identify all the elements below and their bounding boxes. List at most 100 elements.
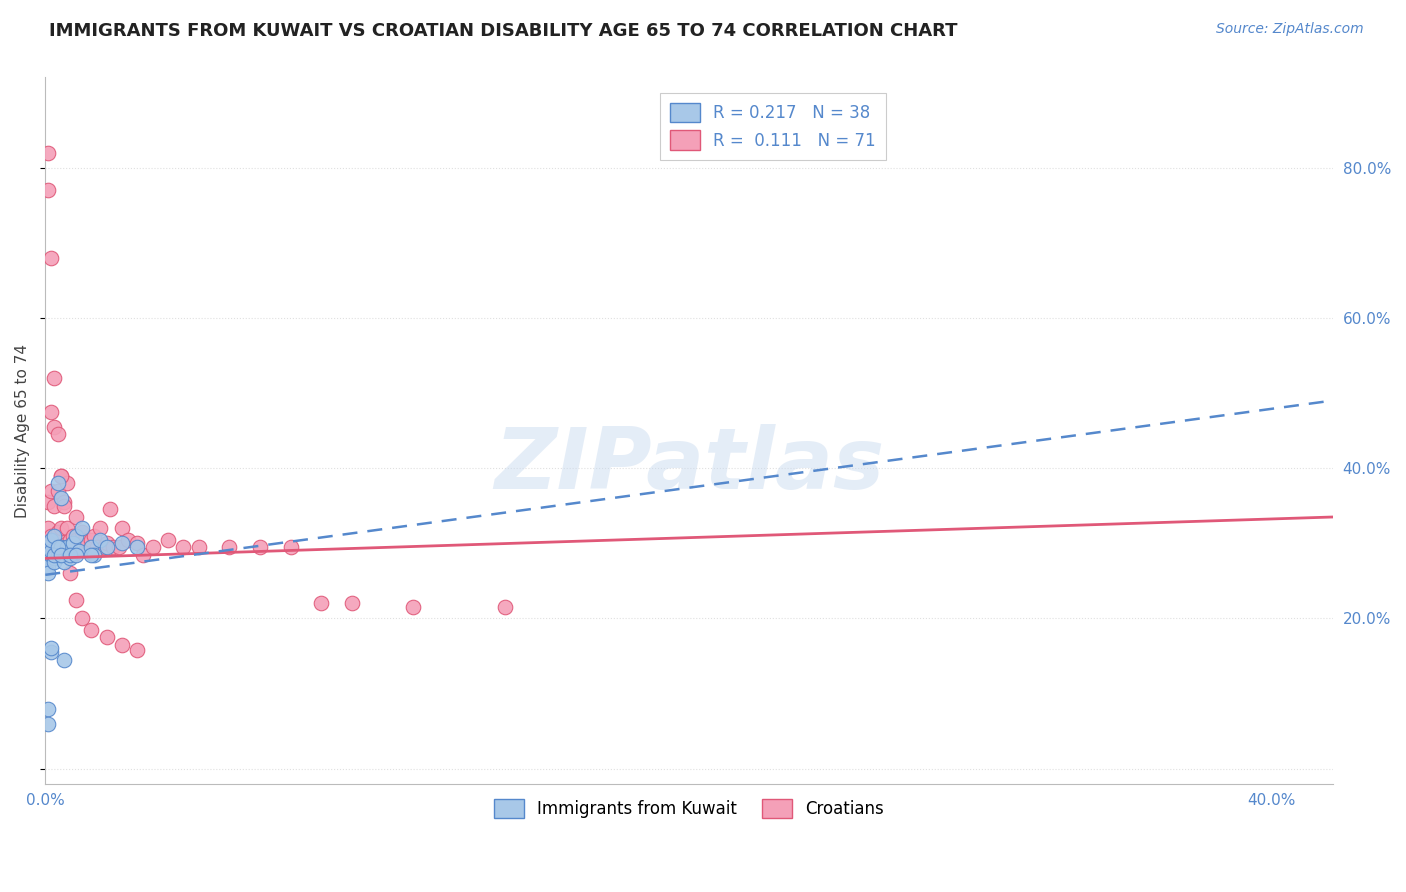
Point [41, 641, 63, 656]
Point [44, 499, 66, 513]
Point [187, 540, 209, 554]
Point [111, 638, 134, 652]
Point [65, 533, 87, 547]
Point [41, 405, 63, 419]
Point [156, 533, 179, 547]
Point [70, 521, 93, 535]
Point [80, 548, 103, 562]
Point [402, 600, 425, 615]
Point [117, 533, 139, 547]
Point [65, 529, 87, 543]
Point [37, 716, 59, 731]
Point [37, 701, 59, 715]
Point [65, 592, 87, 607]
Point [52, 499, 75, 513]
Point [309, 596, 332, 610]
Point [41, 543, 63, 558]
Point [37, 566, 59, 581]
Point [108, 540, 131, 554]
Point [59, 548, 82, 562]
Point [80, 533, 103, 547]
Text: ZIPatlas: ZIPatlas [494, 425, 884, 508]
Point [62, 529, 84, 543]
Point [46, 540, 69, 554]
Point [37, 551, 59, 566]
Point [127, 536, 149, 550]
Point [59, 566, 82, 581]
Point [44, 420, 66, 434]
Point [49, 468, 72, 483]
Point [41, 483, 63, 498]
Point [96, 536, 118, 550]
Point [44, 555, 66, 569]
Point [37, 145, 59, 160]
Point [80, 623, 103, 637]
Point [132, 548, 155, 562]
Point [49, 491, 72, 506]
Point [280, 540, 302, 554]
Point [52, 653, 75, 667]
Point [86, 540, 108, 554]
Point [46, 476, 69, 491]
Point [98, 502, 121, 516]
Point [55, 540, 77, 554]
Point [46, 427, 69, 442]
Point [494, 600, 516, 615]
Point [340, 596, 363, 610]
Point [89, 533, 111, 547]
Point [37, 558, 59, 573]
Point [59, 551, 82, 566]
Point [67, 540, 90, 554]
Point [77, 543, 100, 558]
Point [37, 183, 59, 197]
Point [52, 495, 75, 509]
Point [41, 645, 63, 659]
Point [37, 551, 59, 566]
Point [49, 540, 72, 554]
Point [37, 495, 59, 509]
Point [37, 540, 59, 554]
Point [44, 533, 66, 547]
Point [249, 540, 271, 554]
Point [46, 483, 69, 498]
Point [55, 476, 77, 491]
Point [101, 540, 124, 554]
Point [127, 540, 149, 554]
Y-axis label: Disability Age 65 to 74: Disability Age 65 to 74 [15, 343, 30, 517]
Text: IMMIGRANTS FROM KUWAIT VS CROATIAN DISABILITY AGE 65 TO 74 CORRELATION CHART: IMMIGRANTS FROM KUWAIT VS CROATIAN DISAB… [49, 22, 957, 40]
Point [37, 521, 59, 535]
Point [44, 540, 66, 554]
Point [41, 533, 63, 547]
Point [46, 548, 69, 562]
Point [46, 524, 69, 539]
Point [41, 529, 63, 543]
Point [46, 540, 69, 554]
Point [80, 540, 103, 554]
Point [89, 521, 111, 535]
Point [49, 468, 72, 483]
Point [93, 540, 115, 554]
Point [41, 251, 63, 265]
Point [83, 529, 105, 543]
Point [44, 529, 66, 543]
Point [62, 548, 84, 562]
Point [83, 548, 105, 562]
Point [111, 536, 134, 550]
Point [59, 533, 82, 547]
Point [96, 630, 118, 644]
Point [65, 548, 87, 562]
Point [75, 533, 97, 547]
Point [67, 543, 90, 558]
Legend: Immigrants from Kuwait, Croatians: Immigrants from Kuwait, Croatians [488, 792, 891, 825]
Text: Source: ZipAtlas.com: Source: ZipAtlas.com [1216, 22, 1364, 37]
Point [127, 643, 149, 657]
Point [44, 551, 66, 566]
Point [172, 540, 194, 554]
Point [111, 521, 134, 535]
Point [44, 371, 66, 385]
Point [55, 521, 77, 535]
Point [59, 540, 82, 554]
Point [41, 548, 63, 562]
Point [142, 540, 165, 554]
Point [70, 611, 93, 625]
